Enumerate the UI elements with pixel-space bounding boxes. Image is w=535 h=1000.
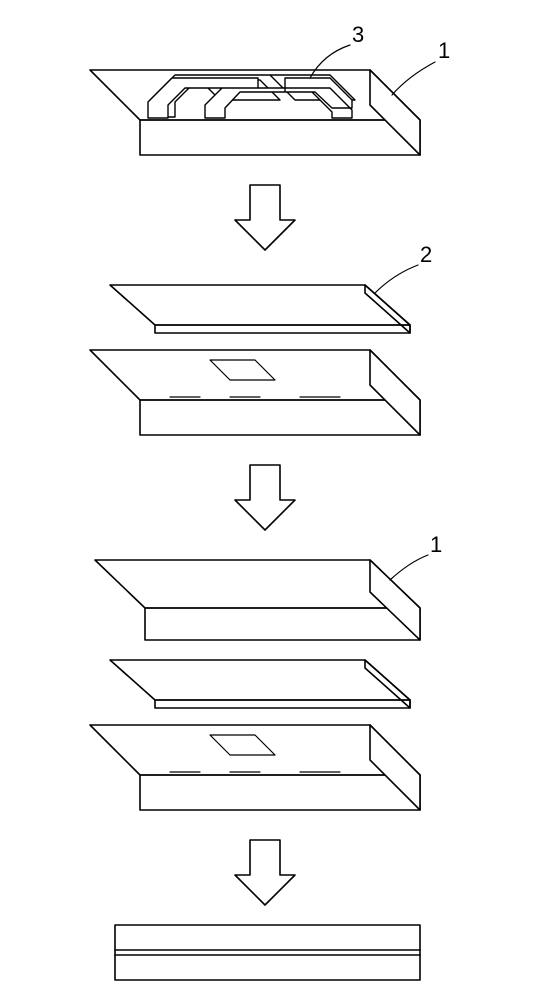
arrow-3: [235, 840, 295, 905]
stage-3: [90, 555, 428, 810]
stage-1-slab: [90, 45, 435, 155]
label-sheet-2: 2: [420, 242, 432, 267]
stage-4-side-view: [115, 925, 420, 980]
stage-2: [90, 265, 420, 435]
label-slab-1b: 1: [430, 532, 442, 557]
label-slab-1a: 1: [438, 38, 450, 63]
process-diagram: 3 1 2: [0, 0, 535, 1000]
arrow-1: [235, 185, 295, 250]
arrow-2: [235, 465, 295, 530]
label-channel-3: 3: [352, 22, 364, 47]
